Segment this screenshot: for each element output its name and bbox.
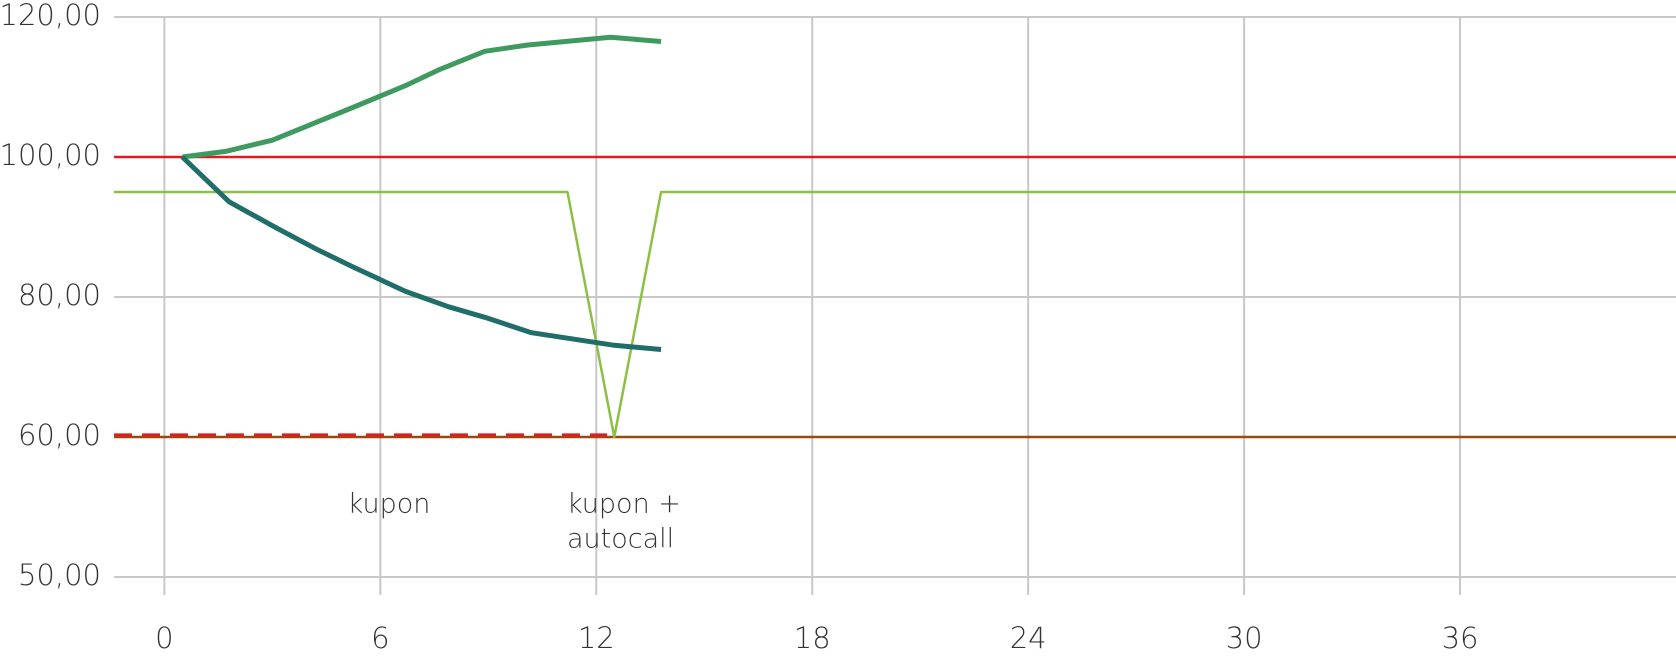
y-tick-label: 120,00	[0, 0, 101, 32]
annotation: kupon	[348, 489, 431, 520]
x-tick-label: 12	[578, 621, 615, 655]
line-series	[182, 34, 662, 160]
y-tick-label: 80,00	[18, 278, 101, 312]
x-tick-label: 0	[155, 621, 173, 655]
y-tick-label: 60,00	[18, 418, 101, 452]
x-tick-label: 30	[1226, 621, 1263, 655]
x-tick-label: 36	[1442, 621, 1479, 655]
y-tick-label: 50,00	[18, 558, 101, 592]
y-tick-label: 100,00	[0, 138, 101, 172]
annotation: autocall	[567, 524, 674, 555]
x-tick-label: 24	[1010, 621, 1047, 655]
x-tick-label: 18	[794, 621, 831, 655]
line-series	[114, 190, 1676, 439]
annotation: kupon +	[567, 489, 681, 520]
x-tick-label: 6	[371, 621, 389, 655]
line-series	[180, 155, 662, 352]
